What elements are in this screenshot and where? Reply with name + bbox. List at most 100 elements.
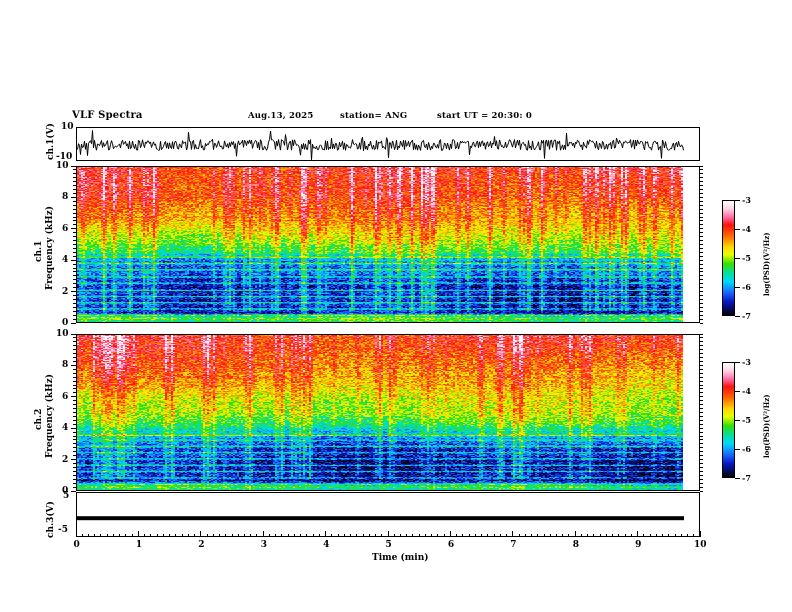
- colorbar-tick-label: -7: [742, 311, 751, 321]
- spec-yminortick: [73, 173, 76, 175]
- ch3-waveform-panel: [76, 492, 700, 537]
- spec-yminortick: [73, 196, 76, 198]
- spec-yminortick: [73, 267, 76, 269]
- x-minortickmark: [368, 534, 370, 537]
- spec-yminortick: [700, 478, 703, 480]
- colorbar-ch1: [722, 200, 735, 316]
- header-date: Aug.13, 2025: [248, 111, 314, 121]
- spec-yminortick: [73, 306, 76, 308]
- x-minortickmark: [506, 534, 508, 537]
- spec-yminortick: [73, 486, 76, 488]
- x-majortickmark: [137, 531, 139, 537]
- ch3-wave-ytick-bottom: -5: [58, 525, 68, 535]
- x-minortickmark: [287, 534, 289, 537]
- ch2-spec-ylabel-2: Frequency (kHz): [45, 373, 55, 458]
- spec-yminortick: [73, 408, 76, 410]
- spec-yminortick: [73, 318, 76, 320]
- spec-yminortick: [73, 279, 76, 281]
- spec-yminortick: [73, 345, 76, 347]
- spec-yminortick: [73, 490, 76, 492]
- spec-yminortick: [73, 200, 76, 202]
- spec-yminortick: [73, 236, 76, 238]
- colorbar-tickmark: [735, 257, 740, 259]
- spec-yminortick: [700, 275, 703, 277]
- spec-yminortick: [700, 486, 703, 488]
- xtick-label: 7: [510, 540, 517, 550]
- spec-yminortick: [700, 333, 703, 335]
- spec-yminortick: [73, 240, 76, 242]
- spec-yminortick: [700, 185, 703, 187]
- spec-yminortick: [700, 474, 703, 476]
- spec-yminortick: [73, 451, 76, 453]
- x-minortickmark: [543, 534, 545, 537]
- x-minortickmark: [406, 534, 408, 537]
- spec-yminortick: [73, 298, 76, 300]
- spec-yminortick: [700, 189, 703, 191]
- spec-yminortick: [700, 204, 703, 206]
- spec-yminortick: [73, 372, 76, 374]
- ch1-wave-ylabel: ch.1(V): [46, 123, 56, 160]
- spec-yminortick: [73, 396, 76, 398]
- x-minortickmark: [162, 534, 164, 537]
- spec-yminortick: [73, 220, 76, 222]
- header-start-ut: start UT = 20:30: 0: [437, 111, 532, 121]
- spec-ytick-label: 8: [62, 192, 69, 203]
- ch3-wave-ytick-top: 5: [63, 491, 70, 501]
- spec-yminortick: [73, 384, 76, 386]
- spec-yminortick: [700, 224, 703, 226]
- colorbar-tickmark: [735, 315, 740, 317]
- spec-yminortick: [700, 279, 703, 281]
- spec-yminortick: [73, 287, 76, 289]
- ch3-waveform-canvas: [77, 493, 699, 536]
- x-minortickmark: [112, 534, 114, 537]
- spec-yminortick: [700, 380, 703, 382]
- spec-yminortick: [73, 455, 76, 457]
- x-minortickmark: [256, 534, 258, 537]
- spec-yminortick: [73, 251, 76, 253]
- x-minortickmark: [331, 534, 333, 537]
- spec-yminortick: [73, 357, 76, 359]
- spec-yminortick: [73, 349, 76, 351]
- x-majortickmark: [75, 531, 77, 537]
- x-minortickmark: [499, 534, 501, 537]
- spec-ytick-label: 0: [62, 486, 69, 496]
- spec-yminortick: [73, 181, 76, 183]
- x-minortickmark: [343, 534, 345, 537]
- x-minortickmark: [693, 534, 695, 537]
- page-title: VLF Spectra: [72, 110, 143, 121]
- spec-yminortick: [700, 431, 703, 433]
- x-minortickmark: [312, 534, 314, 537]
- xtick-label: 0: [73, 540, 80, 550]
- spec-yminortick: [700, 232, 703, 234]
- x-minortickmark: [293, 534, 295, 537]
- spec-yminortick: [73, 185, 76, 187]
- spec-yminortick: [700, 470, 703, 472]
- spec-yminortick: [700, 247, 703, 249]
- ch1-spec-ylabel-1: ch.1: [34, 240, 44, 262]
- colorbar-tickmark: [735, 361, 740, 363]
- x-minortickmark: [318, 534, 320, 537]
- spec-yminortick: [700, 451, 703, 453]
- x-minortickmark: [655, 534, 657, 537]
- x-minortickmark: [131, 534, 133, 537]
- x-minortickmark: [106, 534, 108, 537]
- spec-yminortick: [700, 298, 703, 300]
- spec-yminortick: [73, 271, 76, 273]
- spec-yminortick: [700, 216, 703, 218]
- spec-yminortick: [700, 306, 703, 308]
- spec-yminortick: [700, 455, 703, 457]
- spec-yminortick: [73, 310, 76, 312]
- x-minortickmark: [206, 534, 208, 537]
- spec-yminortick: [700, 392, 703, 394]
- spec-ytick-label: 4: [62, 423, 69, 434]
- colorbar-ch1-label: log(PSD)(V²/Hz): [762, 232, 771, 296]
- ch1-wave-ytick-bottom: -10: [56, 152, 73, 162]
- xtick-label: 5: [385, 540, 392, 550]
- colorbar-tick-label: -6: [742, 282, 751, 292]
- spec-yminortick: [73, 189, 76, 191]
- x-majortickmark: [512, 531, 514, 537]
- spec-yminortick: [73, 423, 76, 425]
- xtick-label: 9: [635, 540, 642, 550]
- spec-yminortick: [73, 337, 76, 339]
- spec-yminortick: [73, 232, 76, 234]
